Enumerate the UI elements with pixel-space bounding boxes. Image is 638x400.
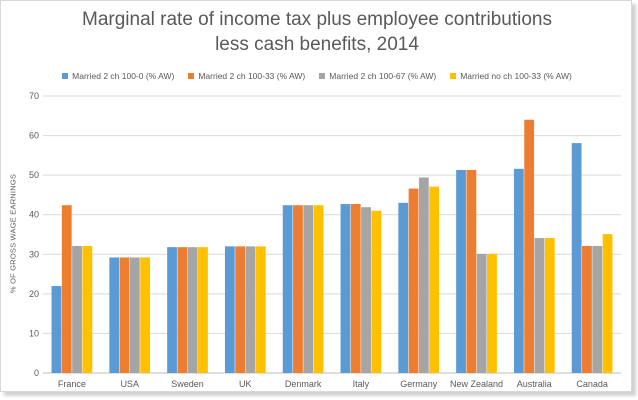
- y-tick-label: 60: [29, 131, 39, 141]
- x-tick-label: France: [58, 379, 86, 389]
- plot-area: 0 10 20 30 40 50 60 70 France USA Sweden UK Denmark I…: [29, 91, 621, 389]
- bar-australia-series-4: [544, 238, 555, 373]
- bar-canada-series-4: [602, 234, 613, 373]
- bar-italy-series-3: [361, 207, 371, 373]
- x-tick-label: USA: [120, 379, 139, 389]
- bar-new-zealand-series-2: [466, 169, 477, 373]
- y-tick-label: 70: [29, 91, 39, 101]
- legend-label-series-1: Married 2 ch 100-0 (% AW): [72, 71, 175, 81]
- bar-usa-series-4: [140, 257, 151, 373]
- bar-sweden-series-1: [167, 247, 177, 373]
- bar-canada-series-1: [571, 143, 582, 373]
- bar-canada-series-2: [582, 245, 592, 373]
- bar-uk-series-3: [245, 246, 256, 373]
- x-tick-label: New Zealand: [450, 379, 503, 389]
- bar-usa-series-1: [109, 257, 120, 373]
- x-tick-label: Canada: [576, 379, 608, 389]
- x-tick-label: Italy: [353, 379, 370, 389]
- legend-item-series-2: Married 2 ch 100-33 (% AW): [188, 71, 305, 81]
- bar-usa-series-2: [119, 257, 130, 373]
- legend-swatch-series-2: [188, 73, 195, 79]
- legend-label-series-3: Married 2 ch 100-67 (% AW): [329, 71, 437, 81]
- bar-sweden-series-2: [177, 247, 188, 373]
- y-tick-label: 40: [29, 210, 39, 220]
- bar-germany-series-3: [418, 177, 429, 373]
- legend-item-series-3: Married 2 ch 100-67 (% AW): [319, 71, 436, 81]
- bar-canada-series-3: [592, 245, 603, 373]
- legend-label-series-2: Married 2 ch 100-33 (% AW): [198, 71, 306, 81]
- bar-denmark-series-4: [313, 205, 324, 373]
- chart-frame: Marginal rate of income tax plus employe…: [0, 0, 632, 392]
- bar-new-zealand-series-4: [487, 253, 497, 373]
- legend-swatch-series-4: [450, 73, 457, 79]
- bar-uk-series-1: [224, 246, 235, 373]
- x-tick-label: Australia: [517, 379, 552, 389]
- chart-title-line-2: less cash benefits, 2014: [215, 34, 419, 55]
- bar-germany-series-1: [398, 202, 409, 373]
- bar-italy-series-4: [371, 210, 382, 373]
- bar-usa-series-3: [129, 257, 140, 373]
- y-tick-label: 20: [29, 289, 39, 299]
- chart-title-line-1: Marginal rate of income tax plus employe…: [82, 9, 552, 30]
- bar-italy-series-1: [340, 204, 351, 373]
- bar-denmark-series-2: [293, 205, 303, 373]
- bar-france-series-4: [82, 245, 93, 373]
- bar-australia-series-2: [524, 119, 535, 373]
- bar-denmark-series-3: [303, 205, 314, 373]
- x-tick-label: Denmark: [285, 379, 322, 389]
- chart-title: Marginal rate of income tax plus employe…: [1, 7, 633, 57]
- y-tick-label: 30: [29, 249, 39, 259]
- bar-denmark-series-1: [282, 205, 293, 373]
- bar-sweden-series-3: [187, 247, 198, 373]
- y-tick-label: 0: [34, 368, 39, 378]
- bar-australia-series-3: [534, 238, 545, 373]
- x-tick-label: UK: [239, 379, 252, 389]
- legend-item-series-1: Married 2 ch 100-0 (% AW): [62, 71, 174, 81]
- bar-uk-series-4: [255, 246, 266, 373]
- bar-italy-series-2: [350, 204, 361, 373]
- bar-france-series-1: [51, 285, 62, 373]
- bar-france-series-2: [61, 205, 72, 373]
- bar-new-zealand-series-1: [456, 169, 466, 373]
- y-tick-label: 50: [29, 170, 39, 180]
- bar-australia-series-1: [513, 168, 524, 373]
- bar-france-series-3: [72, 245, 82, 373]
- bar-uk-series-2: [235, 246, 246, 373]
- bar-germany-series-4: [429, 186, 440, 373]
- legend-item-series-4: Married no ch 100-33 (% AW): [450, 71, 572, 81]
- legend-swatch-series-1: [62, 73, 69, 79]
- bar-new-zealand-series-3: [476, 253, 487, 373]
- legend-swatch-series-3: [319, 73, 326, 79]
- legend-label-series-4: Married no ch 100-33 (% AW): [460, 71, 572, 81]
- x-tick-label: Sweden: [171, 379, 204, 389]
- chart-legend: Married 2 ch 100-0 (% AW) Married 2 ch 1…: [1, 71, 633, 81]
- bar-sweden-series-4: [198, 247, 208, 373]
- x-tick-label: Germany: [400, 379, 438, 389]
- bar-germany-series-2: [408, 188, 419, 373]
- y-tick-label: 10: [29, 328, 39, 338]
